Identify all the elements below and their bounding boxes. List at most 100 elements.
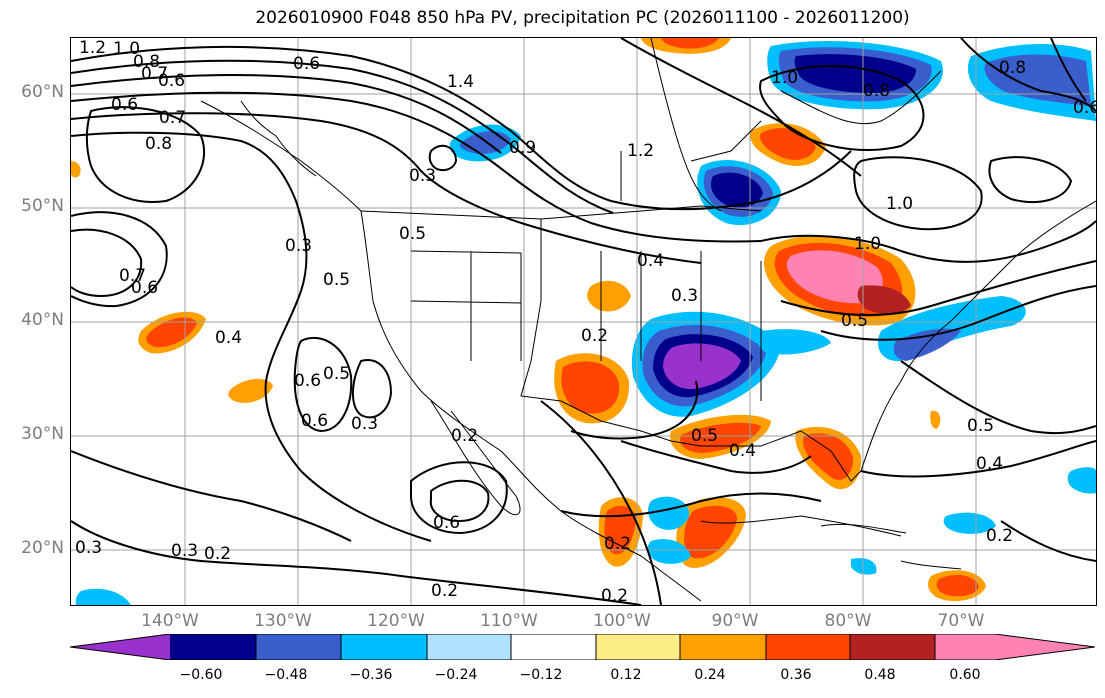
contour-label: 0.2 (601, 586, 628, 605)
contour-label: 0.3 (171, 541, 198, 561)
colorbar-segment (511, 634, 596, 660)
contour-label: 1.0 (113, 39, 140, 59)
colorbar-segment (766, 634, 850, 660)
precip-area (757, 329, 831, 355)
colorbar-segment (680, 634, 766, 660)
contour-labels: 1.2 1.0 0.8 0.7 0.6 0.6 0.7 0.8 0.6 0.3 … (75, 38, 1096, 605)
precip-area (684, 505, 738, 559)
graticule (71, 38, 1096, 605)
lat-label: 30°N (21, 424, 64, 444)
precip-area (936, 575, 979, 597)
colorbar-tick-label: 0.36 (780, 667, 812, 683)
contour-label: 0.3 (75, 538, 102, 558)
contour-label: 0.7 (119, 266, 146, 286)
colorbar-segment (935, 634, 995, 660)
contour-label: 0.6 (433, 513, 460, 533)
contour-label: 0.2 (986, 526, 1013, 546)
contour-label: 0.3 (351, 414, 378, 434)
contour-label: 0.4 (976, 454, 1003, 474)
precip-area (146, 317, 197, 348)
precip-area (794, 54, 916, 93)
contour-label: 0.8 (999, 58, 1026, 78)
contour-label: 0.6 (131, 278, 158, 298)
contour-label: 0.2 (204, 544, 231, 564)
precip-area (661, 38, 719, 49)
precip-area (587, 280, 631, 312)
colorbar-segment (596, 634, 680, 660)
lon-label: 110°W (480, 611, 538, 631)
lat-label: 40°N (21, 310, 64, 330)
map-panel: 1.2 1.0 0.8 0.7 0.6 0.6 0.7 0.8 0.6 0.3 … (70, 37, 1097, 606)
contour-label: 0.2 (604, 534, 631, 554)
contour-label: 0.3 (285, 236, 312, 256)
contour-label: 0.6 (294, 371, 321, 391)
lon-label: 100°W (593, 611, 651, 631)
colorbar-tick-label: −0.36 (349, 667, 393, 683)
contour-label: 0.8 (145, 134, 172, 154)
lon-label: 130°W (254, 611, 312, 631)
contour-label: 0.5 (691, 426, 718, 446)
lat-label: 20°N (21, 538, 64, 558)
precip-area (71, 161, 81, 178)
colorbar-segment (427, 634, 511, 660)
colorbar-tick-label: −0.60 (179, 667, 223, 683)
lon-label: 120°W (367, 611, 425, 631)
contour-label: 0.7 (159, 108, 186, 128)
contour-label: 0.2 (581, 326, 608, 346)
contour-label: 0.4 (637, 251, 664, 271)
colorbar-segment (341, 634, 427, 660)
precip-area (803, 433, 854, 480)
contour-label: 0.9 (509, 138, 536, 158)
colorbar-segment (70, 634, 170, 660)
precip-area (561, 361, 620, 414)
contour-label: 0.4 (215, 328, 242, 348)
contour-label: 0.4 (729, 441, 756, 461)
precip-shading (71, 38, 1096, 605)
contour-label: 0.6 (301, 411, 328, 431)
contour-label: 1.0 (886, 194, 913, 214)
colorbar-segment (850, 634, 935, 660)
precip-area (228, 378, 273, 403)
precip-area (1067, 467, 1096, 494)
colorbar-tick-label: 0.24 (694, 667, 726, 683)
colorbar (70, 634, 1095, 660)
precip-area (663, 343, 741, 390)
contour-label: 0.6 (158, 71, 185, 91)
contour-label: 0.6 (1073, 98, 1096, 118)
colorbar-tick-label: −0.12 (519, 667, 563, 683)
contour-label: 0.2 (431, 581, 458, 601)
precip-area (851, 558, 877, 575)
colorbar-tick-label: 0.12 (610, 667, 642, 683)
colorbar-segment (256, 634, 341, 660)
contour-label: 1.0 (854, 234, 881, 254)
precip-area (857, 285, 911, 314)
contour-label: 1.4 (447, 72, 474, 92)
contour-label: 0.8 (863, 81, 890, 101)
lat-label: 60°N (21, 82, 64, 102)
contour-label: 0.2 (451, 426, 478, 446)
colorbar-segment (170, 634, 256, 660)
contour-label: 0.5 (841, 311, 868, 331)
map-canvas: 1.2 1.0 0.8 0.7 0.6 0.6 0.7 0.8 0.6 0.3 … (71, 38, 1096, 605)
precip-area (648, 496, 690, 530)
lon-label: 70°W (937, 611, 985, 631)
lon-label: 90°W (711, 611, 759, 631)
pv-contours (71, 38, 1096, 605)
precip-area (893, 328, 961, 361)
colorbar-tick-label: 0.48 (864, 667, 896, 683)
contour-label: 1.0 (771, 68, 798, 88)
contour-label: 0.5 (967, 416, 994, 436)
lat-label: 50°N (21, 196, 64, 216)
coastlines (200, 38, 1096, 602)
contour-label: 1.2 (627, 141, 654, 161)
lon-label: 140°W (141, 611, 199, 631)
contour-label: 0.5 (399, 224, 426, 244)
colorbar-tick-label: −0.24 (434, 667, 478, 683)
contour-label: 0.6 (111, 95, 138, 115)
contour-label: 0.3 (671, 286, 698, 306)
lon-label: 80°W (824, 611, 872, 631)
colorbar-tick-label: 0.60 (949, 667, 981, 683)
colorbar-tick-label: −0.48 (264, 667, 308, 683)
contour-label: 0.8 (133, 52, 160, 72)
precip-area (930, 410, 941, 429)
